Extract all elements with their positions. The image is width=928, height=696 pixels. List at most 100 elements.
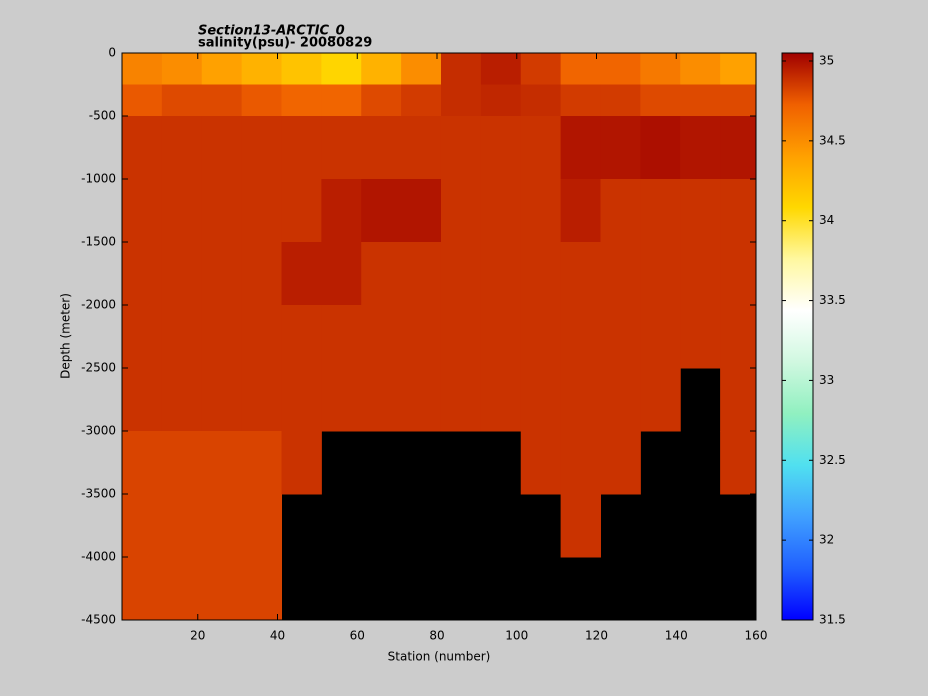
heatmap-cell: [161, 494, 203, 558]
heatmap-cell: [241, 431, 282, 495]
heatmap-cell: [361, 368, 402, 432]
heatmap-cell: [640, 179, 681, 243]
heatmap-cell: [520, 116, 562, 180]
heatmap-cell: [680, 179, 721, 243]
heatmap-cell: [720, 84, 757, 117]
x-tick-label: 40: [270, 629, 285, 643]
heatmap-cell: [361, 84, 402, 117]
heatmap-cell: [600, 242, 641, 306]
heatmap-cell: [281, 431, 322, 495]
x-tick-label: 20: [190, 629, 205, 643]
y-tick-label: -3000: [81, 424, 116, 438]
heatmap-cell: [680, 242, 721, 306]
heatmap-cell: [201, 494, 243, 558]
heatmap-cell: [440, 368, 482, 432]
heatmap-cell: [161, 116, 203, 180]
y-tick-label: -500: [89, 109, 116, 123]
heatmap-cell: [201, 557, 243, 621]
heatmap-cell: [161, 305, 203, 369]
heatmap-cell: [480, 84, 522, 117]
heatmap-cell: [520, 431, 562, 495]
heatmap-cell: [161, 368, 203, 432]
heatmap-cell: [122, 557, 163, 621]
heatmap-cell: [201, 84, 243, 117]
heatmap-cell: [122, 84, 163, 117]
heatmap-cell: [321, 242, 362, 306]
heatmap-cell: [201, 179, 243, 243]
colorbar-tick-label: 33: [819, 373, 834, 387]
heatmap-cell: [720, 53, 757, 85]
colorbar: [781, 52, 814, 621]
heatmap-cell: [122, 431, 163, 495]
heatmap-cell: [321, 368, 362, 432]
colorbar-tick-label: 35: [819, 53, 834, 67]
x-tick-label: 160: [745, 629, 768, 643]
heatmap-cell: [241, 242, 282, 306]
heatmap-cell: [241, 494, 282, 558]
colorbar-tick-label: 31.5: [819, 613, 846, 627]
heatmap-cell: [640, 368, 681, 432]
heatmap-cell: [440, 179, 482, 243]
heatmap-cell: [480, 179, 522, 243]
heatmap-cell: [122, 242, 163, 306]
heatmap-cell: [440, 53, 482, 85]
y-tick-label: -2500: [81, 361, 116, 375]
y-tick-label: -4500: [81, 613, 116, 627]
heatmap-cell: [201, 116, 243, 180]
heatmap-cell: [480, 53, 522, 85]
heatmap-cell: [440, 116, 482, 180]
heatmap-cell: [241, 116, 282, 180]
heatmap-cell: [201, 431, 243, 495]
heatmap-cell: [560, 305, 601, 369]
y-tick-label: -1000: [81, 172, 116, 186]
heatmap-cell: [161, 557, 203, 621]
heatmap-cell: [720, 431, 757, 495]
heatmap-cell: [480, 242, 522, 306]
heatmap-cell: [281, 116, 322, 180]
heatmap-cell: [560, 431, 601, 495]
heatmap-cell: [241, 53, 282, 85]
chart-title: Section13-ARCTIC_0: [198, 24, 345, 39]
heatmap-cell: [720, 242, 757, 306]
heatmap-cell: [241, 305, 282, 369]
heatmap-cell: [281, 242, 322, 306]
heatmap-cell: [600, 431, 641, 495]
heatmap-cell: [401, 84, 442, 117]
heatmap-cell: [361, 305, 402, 369]
x-tick-label: 120: [585, 629, 608, 643]
heatmap-cell: [600, 179, 641, 243]
heatmap-cell: [321, 179, 362, 243]
heatmap-cell: [680, 116, 721, 180]
heatmap-cell: [122, 305, 163, 369]
heatmap-cell: [361, 242, 402, 306]
heatmap-cell: [520, 53, 562, 85]
heatmap-cell: [241, 179, 282, 243]
x-tick-label: 140: [665, 629, 688, 643]
heatmap-cell: [122, 494, 163, 558]
heatmap-cell: [321, 305, 362, 369]
heatmap-cell: [241, 557, 282, 621]
heatmap-cell: [321, 84, 362, 117]
heatmap-cell: [161, 84, 203, 117]
heatmap-cell: [560, 368, 601, 432]
heatmap-cell: [401, 305, 442, 369]
heatmap-cell: [281, 179, 322, 243]
heatmap-cell: [201, 242, 243, 306]
heatmap-cell: [401, 179, 442, 243]
heatmap-cell: [720, 179, 757, 243]
heatmap-cell: [361, 53, 402, 85]
heatmap-cell: [640, 116, 681, 180]
y-tick-label: -1500: [81, 235, 116, 249]
heatmap-cell: [680, 305, 721, 369]
heatmap-cell: [560, 242, 601, 306]
heatmap-cell: [440, 84, 482, 117]
heatmap-cell: [640, 305, 681, 369]
x-tick-label: 100: [505, 629, 528, 643]
heatmap-cell: [161, 431, 203, 495]
heatmap-cell: [281, 53, 322, 85]
heatmap-cell: [520, 179, 562, 243]
heatmap-cell: [241, 368, 282, 432]
heatmap-cell: [560, 179, 601, 243]
